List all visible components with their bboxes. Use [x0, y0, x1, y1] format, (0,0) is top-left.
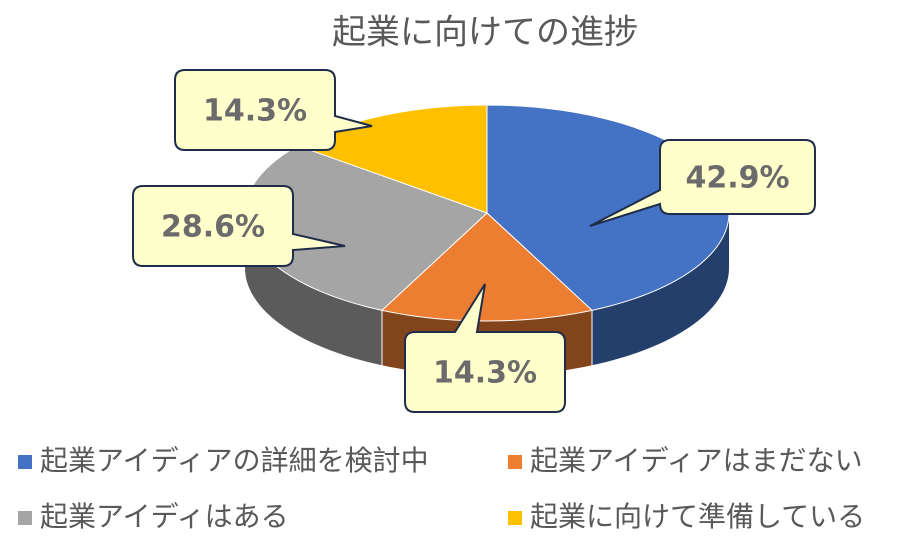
slice: [380, 212, 594, 322]
legend-swatch: [18, 511, 32, 525]
chart-title: 起業に向けての進捗: [332, 13, 638, 53]
legend-label: 起業アイディはある: [40, 500, 289, 533]
legend-swatch: [508, 455, 522, 469]
legend-label: 起業アイディアの詳細を検討中: [40, 444, 429, 477]
data-label: 14.3%: [203, 94, 307, 129]
callout: [589, 139, 816, 227]
slice-side: [591, 213, 729, 366]
legend-swatch: [18, 455, 32, 469]
slice-side: [245, 213, 383, 366]
legend-swatch: [508, 511, 522, 525]
data-label: 28.6%: [161, 210, 265, 245]
legend-label: 起業に向けて準備している: [530, 500, 865, 533]
callout: [174, 69, 373, 151]
legend-label: 起業アイディアはまだない: [530, 444, 863, 477]
data-label: 42.9%: [685, 161, 789, 196]
data-label: 14.3%: [433, 356, 537, 391]
callout: [404, 283, 566, 413]
callout: [132, 185, 346, 267]
